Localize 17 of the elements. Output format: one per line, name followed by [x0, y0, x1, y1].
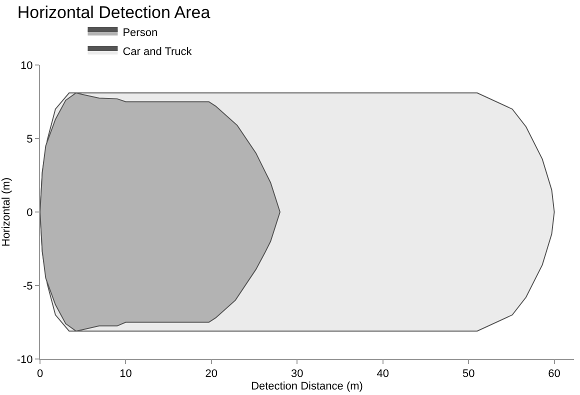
x-tick-label: 10	[120, 368, 132, 380]
y-tick-label: -5	[23, 280, 33, 292]
y-tick-label: 5	[26, 133, 33, 146]
x-tick-label: 0	[36, 368, 44, 380]
x-tick-label: 20	[205, 368, 218, 380]
legend-label: Person	[122, 26, 158, 39]
x-tick-label: 60	[548, 368, 560, 380]
y-tick-label: -10	[16, 354, 33, 366]
y-tick-label: 10	[20, 60, 33, 72]
x-axis-title: Detection Distance (m)	[251, 380, 363, 392]
y-tick-label: 0	[26, 206, 33, 219]
x-tick-label: 40	[376, 368, 389, 380]
x-tick-label: 50	[462, 368, 475, 380]
y-axis-title: Horizontal (m)	[0, 177, 13, 247]
legend-label: Car and Truck	[122, 46, 192, 58]
chart-title: Horizontal Detection Area	[17, 2, 211, 22]
x-tick-label: 30	[291, 368, 304, 380]
